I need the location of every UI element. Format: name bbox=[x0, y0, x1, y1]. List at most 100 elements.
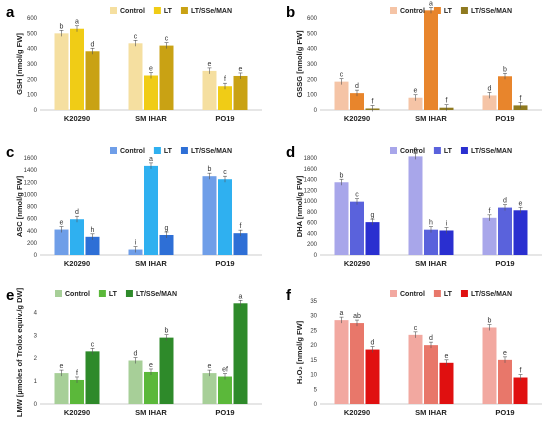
legend-swatch bbox=[110, 7, 117, 14]
y-tick-label: 500 bbox=[307, 31, 318, 37]
panel-label: e bbox=[6, 287, 14, 304]
significance-letter: e bbox=[149, 66, 153, 73]
legend-label: LT bbox=[164, 148, 173, 155]
legend-swatch bbox=[390, 290, 397, 297]
legend-label: Control bbox=[65, 291, 90, 298]
bar bbox=[498, 359, 512, 404]
bar bbox=[408, 156, 423, 255]
bar bbox=[334, 182, 349, 255]
significance-letter: i bbox=[135, 240, 137, 247]
bar bbox=[482, 217, 497, 255]
x-category-label: SM IHAR bbox=[415, 114, 447, 123]
y-tick-label: 400 bbox=[27, 47, 38, 53]
y-tick-label: 15 bbox=[310, 358, 317, 364]
x-category-label: K20290 bbox=[64, 259, 90, 268]
legend-swatch bbox=[433, 290, 441, 297]
panel-d: d 0 200 400 600 800 1000 1200 1400 1600 1800 DHA [n… bbox=[286, 144, 542, 268]
legend-label: LT bbox=[444, 291, 453, 298]
bar bbox=[54, 373, 69, 404]
significance-letter: e bbox=[149, 362, 153, 369]
y-tick-label: 1600 bbox=[24, 156, 38, 162]
y-tick-label: 600 bbox=[307, 16, 318, 22]
panel-c: c 0 200 400 600 800 1000 1200 1400 1600 ASC [nmol/… bbox=[6, 144, 262, 268]
legend-label: Control bbox=[120, 148, 145, 155]
bar bbox=[70, 379, 84, 404]
y-tick-label: 20 bbox=[310, 343, 317, 349]
significance-letter: e bbox=[414, 88, 418, 95]
y-tick-label: 100 bbox=[307, 93, 318, 99]
bar bbox=[439, 230, 454, 255]
significance-letter: a bbox=[414, 146, 418, 153]
legend-swatch bbox=[460, 7, 468, 14]
significance-letter: e bbox=[503, 350, 507, 357]
significance-letter: b bbox=[503, 66, 507, 73]
significance-letter: d bbox=[503, 198, 507, 205]
legend-swatch bbox=[390, 147, 397, 154]
bar bbox=[159, 234, 174, 255]
significance-letter: e bbox=[519, 200, 523, 207]
significance-letter: d bbox=[75, 209, 79, 216]
bar bbox=[218, 376, 232, 404]
y-tick-label: 1400 bbox=[24, 168, 38, 174]
y-tick-label: 1200 bbox=[24, 180, 38, 186]
x-category-label: K20290 bbox=[344, 114, 370, 123]
significance-letter: c bbox=[355, 192, 359, 199]
panel-e: e 0 1 2 3 4 LMW [µmoles of Trolox equiv./g DW]… bbox=[6, 287, 262, 417]
y-tick-label: 200 bbox=[27, 241, 38, 247]
bar bbox=[144, 75, 158, 110]
significance-letter: h bbox=[91, 227, 95, 234]
x-category-label: PO19 bbox=[215, 408, 234, 417]
y-tick-label: 25 bbox=[310, 328, 317, 334]
panel-f: f 0 5 10 15 20 25 30 35 H₂O₂ [nmol/g FW] a ab d K2029… bbox=[286, 287, 542, 417]
bar bbox=[85, 351, 100, 404]
y-axis-label: ASC [nmol/g FW] bbox=[15, 175, 24, 237]
significance-letter: a bbox=[75, 19, 79, 26]
y-tick-label: 0 bbox=[34, 402, 38, 408]
panel-label: a bbox=[6, 4, 15, 21]
y-tick-label: 35 bbox=[310, 299, 317, 305]
legend-label: LT/SSe/MAN bbox=[191, 8, 232, 15]
panel-label: d bbox=[286, 144, 295, 161]
significance-letter: g bbox=[371, 212, 375, 219]
x-category-label: K20290 bbox=[64, 114, 90, 123]
bar bbox=[70, 219, 84, 255]
bar bbox=[498, 76, 512, 110]
x-category-label: PO19 bbox=[495, 259, 514, 268]
legend-label: LT/SSe/MAN bbox=[471, 148, 512, 155]
x-category-label: SM IHAR bbox=[135, 408, 167, 417]
bar bbox=[218, 179, 232, 255]
significance-letter: c bbox=[134, 33, 138, 40]
legend-label: Control bbox=[400, 148, 425, 155]
panel-b: b 0 100 200 300 400 500 600 GSSG [nmol/g FW] c d f K… bbox=[286, 0, 542, 123]
significance-letter: a bbox=[340, 310, 344, 317]
legend-label: LT/SSe/MAN bbox=[136, 291, 177, 298]
bar bbox=[233, 303, 248, 404]
significance-letter: e bbox=[445, 353, 449, 360]
x-category-label: K20290 bbox=[344, 408, 370, 417]
x-category-label: K20290 bbox=[64, 408, 90, 417]
bar bbox=[350, 323, 364, 404]
bar bbox=[482, 327, 497, 404]
y-tick-label: 0 bbox=[314, 253, 318, 259]
significance-letter: f bbox=[372, 98, 374, 105]
x-category-label: PO19 bbox=[495, 114, 514, 123]
x-category-label: SM IHAR bbox=[135, 114, 167, 123]
significance-letter: c bbox=[414, 325, 418, 332]
significance-letter: a bbox=[239, 293, 243, 300]
y-axis-label: H₂O₂ [nmol/g FW] bbox=[295, 320, 304, 384]
legend-label: Control bbox=[400, 291, 425, 298]
significance-letter: i bbox=[446, 220, 448, 227]
significance-letter: f bbox=[446, 98, 448, 105]
bar bbox=[408, 97, 423, 110]
bar bbox=[424, 10, 438, 110]
significance-letter: e bbox=[60, 363, 64, 370]
y-tick-label: 1800 bbox=[304, 156, 318, 162]
y-tick-label: 30 bbox=[310, 314, 317, 320]
significance-letter: a bbox=[429, 0, 433, 7]
significance-letter: c bbox=[165, 36, 169, 43]
significance-letter: b bbox=[208, 166, 212, 173]
bar bbox=[233, 233, 248, 255]
y-tick-label: 400 bbox=[307, 47, 318, 53]
legend-label: Control bbox=[120, 8, 145, 15]
significance-letter: f bbox=[520, 95, 522, 102]
